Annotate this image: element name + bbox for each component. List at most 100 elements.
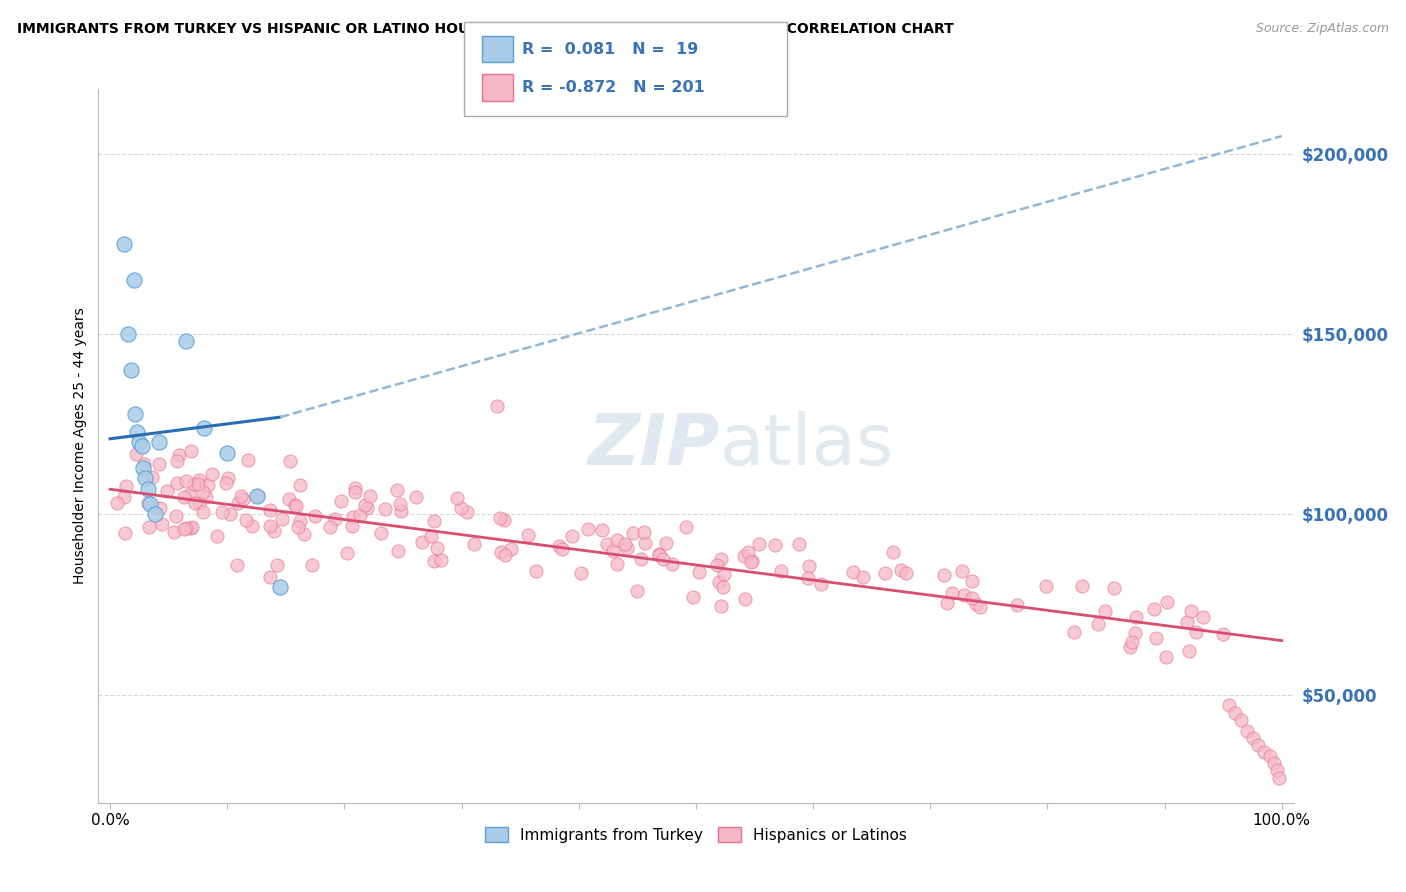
Point xyxy=(706,558,728,573)
Point xyxy=(269,580,291,594)
Point xyxy=(217,446,239,460)
Point xyxy=(141,470,163,484)
Point xyxy=(713,567,735,582)
Point xyxy=(1144,631,1167,645)
Point xyxy=(1268,771,1291,785)
Point xyxy=(211,505,233,519)
Point xyxy=(1218,698,1240,713)
Point xyxy=(193,484,215,499)
Point xyxy=(1263,756,1285,771)
Point xyxy=(936,596,959,610)
Point xyxy=(124,407,146,421)
Point xyxy=(134,471,156,485)
Point xyxy=(595,537,617,551)
Point xyxy=(342,510,364,524)
Point xyxy=(606,558,628,572)
Point xyxy=(810,577,832,591)
Point xyxy=(423,514,446,528)
Point xyxy=(734,592,756,607)
Point xyxy=(1178,643,1201,657)
Point xyxy=(174,334,197,349)
Point xyxy=(561,529,583,543)
Point xyxy=(148,435,170,450)
Point xyxy=(446,491,468,505)
Point xyxy=(344,481,367,495)
Point xyxy=(370,525,392,540)
Point xyxy=(177,488,200,502)
Point xyxy=(278,454,301,468)
Text: atlas: atlas xyxy=(720,411,894,481)
Point xyxy=(219,507,242,521)
Point xyxy=(882,545,904,559)
Point xyxy=(184,496,207,510)
Point xyxy=(263,524,285,538)
Point xyxy=(343,484,366,499)
Point xyxy=(524,564,547,578)
Point xyxy=(710,551,733,566)
Point xyxy=(799,559,821,574)
Point xyxy=(1223,706,1246,720)
Point xyxy=(463,537,485,551)
Point xyxy=(226,558,249,573)
Point xyxy=(360,489,382,503)
Point xyxy=(796,571,818,585)
Point xyxy=(374,502,396,516)
Point xyxy=(188,496,211,510)
Point xyxy=(890,563,912,577)
Point xyxy=(148,458,170,472)
Point xyxy=(411,535,433,549)
Point xyxy=(287,520,309,534)
Point xyxy=(494,548,516,562)
Point xyxy=(330,494,353,508)
Point xyxy=(1192,610,1215,624)
Point xyxy=(165,508,187,523)
Point xyxy=(969,599,991,614)
Point xyxy=(711,580,734,594)
Point xyxy=(1121,635,1143,649)
Point xyxy=(229,489,252,503)
Point xyxy=(1236,723,1258,738)
Point xyxy=(388,497,411,511)
Point xyxy=(626,584,648,599)
Point xyxy=(163,525,186,540)
Point xyxy=(180,521,202,535)
Point xyxy=(1070,579,1092,593)
Point xyxy=(215,476,238,491)
Point xyxy=(763,538,786,552)
Point xyxy=(246,489,269,503)
Point xyxy=(201,467,224,481)
Point xyxy=(426,541,449,555)
Point xyxy=(630,551,652,566)
Point xyxy=(138,520,160,534)
Point xyxy=(183,477,205,491)
Point xyxy=(284,500,307,514)
Point xyxy=(356,501,378,516)
Point xyxy=(232,492,254,507)
Point xyxy=(278,492,301,507)
Legend: Immigrants from Turkey, Hispanics or Latinos: Immigrants from Turkey, Hispanics or Lat… xyxy=(478,821,914,848)
Point xyxy=(741,554,763,568)
Point xyxy=(420,529,443,543)
Point xyxy=(235,513,257,527)
Point xyxy=(965,597,987,611)
Point xyxy=(547,540,569,554)
Point xyxy=(1094,605,1116,619)
Point xyxy=(661,558,683,572)
Point xyxy=(114,479,136,493)
Point xyxy=(128,435,150,450)
Text: IMMIGRANTS FROM TURKEY VS HISPANIC OR LATINO HOUSEHOLDER INCOME AGES 25 - 44 YEA: IMMIGRANTS FROM TURKEY VS HISPANIC OR LA… xyxy=(17,22,953,37)
Point xyxy=(1119,640,1142,654)
Point xyxy=(131,439,153,453)
Point xyxy=(1143,602,1166,616)
Point xyxy=(648,548,671,562)
Point xyxy=(114,526,136,541)
Text: R =  0.081   N =  19: R = 0.081 N = 19 xyxy=(522,42,697,56)
Point xyxy=(319,520,342,534)
Point xyxy=(122,273,145,287)
Y-axis label: Householder Income Ages 25 - 44 years: Householder Income Ages 25 - 44 years xyxy=(73,308,87,584)
Point xyxy=(387,544,409,558)
Point xyxy=(1125,610,1147,624)
Point xyxy=(292,526,315,541)
Point xyxy=(962,591,984,605)
Point xyxy=(187,477,209,491)
